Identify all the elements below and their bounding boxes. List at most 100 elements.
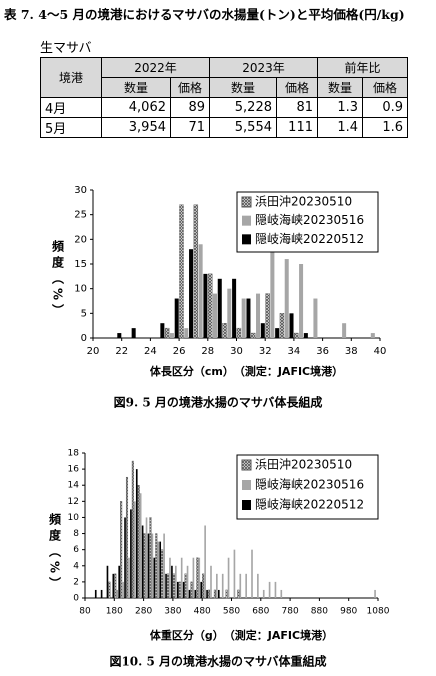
- bar: [171, 565, 173, 598]
- bar: [182, 581, 185, 598]
- row: 5月 3,954 71 5,554 111 1.4 1.6: [40, 117, 408, 138]
- cell: 1.6: [362, 117, 408, 138]
- bar: [155, 533, 158, 599]
- y-tick-label: 15: [74, 259, 87, 270]
- y-tick-label: 0: [81, 333, 87, 344]
- bar: [169, 557, 171, 598]
- bar: [198, 244, 203, 338]
- subheader-cell: 価格: [362, 77, 408, 98]
- bar: [190, 581, 193, 599]
- bar: [174, 298, 179, 338]
- x-tick-label: 580: [223, 607, 240, 617]
- bar: [124, 517, 126, 598]
- bar: [210, 565, 212, 598]
- bar: [299, 264, 304, 338]
- bar: [186, 565, 189, 598]
- bar: [213, 589, 216, 599]
- bar: [122, 581, 124, 598]
- bar: [227, 557, 230, 598]
- bar: [284, 259, 289, 338]
- x-tick-label: 1080: [367, 607, 390, 617]
- x-tick-label: 40: [374, 346, 387, 357]
- cell: 5,554: [209, 117, 277, 138]
- bar: [268, 581, 271, 598]
- bar: [262, 589, 265, 598]
- bar: [189, 249, 194, 338]
- bar: [257, 573, 259, 598]
- subheader-cell: 数量: [209, 77, 277, 98]
- bar: [374, 589, 376, 598]
- bar: [236, 327, 242, 339]
- x-tick-label: 880: [311, 607, 328, 617]
- legend-label: 浜田沖20230510: [255, 458, 352, 472]
- cell: 3,954: [101, 117, 171, 138]
- bar: [169, 333, 174, 338]
- legend-swatch: [242, 234, 251, 245]
- y-axis-label: 頻度（%）: [48, 512, 62, 593]
- bar: [135, 469, 138, 598]
- bar: [125, 476, 129, 599]
- table-label: 生マサバ: [40, 41, 92, 56]
- bar: [251, 332, 256, 339]
- bar: [237, 589, 240, 599]
- bar: [198, 557, 201, 598]
- legend-box: [236, 191, 379, 253]
- x-tick-label: 980: [340, 607, 357, 617]
- bar: [241, 298, 246, 338]
- legend-box: [236, 454, 379, 520]
- bar: [145, 517, 148, 598]
- legend-label: 隠岐海峡20220512: [255, 497, 364, 512]
- table-title: 表 7. 4～5 月の境港におけるマサバの水揚量(トン)と平均価格(円/kg): [4, 7, 405, 22]
- bar: [239, 573, 242, 598]
- bar: [137, 485, 140, 599]
- bar: [139, 493, 142, 598]
- y-tick-label: 10: [68, 513, 80, 523]
- data-table: 境港 2022年 2023年 前年比 数量 価格 数量 価格 数量 価格 4月 …: [40, 57, 408, 138]
- x-tick-label: 24: [144, 346, 157, 357]
- bar: [175, 565, 177, 598]
- bar: [193, 204, 199, 339]
- bar: [225, 589, 228, 599]
- bar: [114, 573, 117, 599]
- bar: [106, 565, 109, 598]
- legend-swatch: [241, 196, 252, 208]
- x-tick-label: 28: [201, 346, 214, 357]
- bar: [180, 557, 183, 598]
- header-cell: 前年比: [317, 57, 408, 78]
- bar: [227, 288, 232, 338]
- bar: [184, 328, 189, 338]
- bar: [153, 557, 156, 598]
- y-tick-label: 30: [74, 185, 87, 196]
- bar: [206, 589, 208, 598]
- x-tick-label: 34: [288, 346, 301, 357]
- bar: [275, 328, 280, 338]
- bar: [166, 573, 170, 599]
- bar: [232, 278, 237, 338]
- legend-swatch: [242, 500, 251, 510]
- x-tick-label: 380: [164, 607, 181, 617]
- subheader-cell: 数量: [317, 77, 363, 98]
- x-tick-label: 30: [230, 346, 243, 357]
- x-tick-label: 32: [259, 346, 272, 357]
- y-tick-label: 4: [73, 561, 79, 571]
- cell: 1.4: [317, 117, 363, 138]
- bar: [265, 293, 270, 339]
- cell: 111: [276, 117, 318, 138]
- bar: [270, 249, 275, 338]
- bar: [212, 293, 217, 338]
- x-tick-label: 180: [106, 607, 123, 617]
- bar: [313, 298, 318, 338]
- bar: [112, 573, 115, 598]
- cell: 89: [170, 97, 210, 118]
- y-tick-label: 25: [74, 210, 87, 221]
- y-tick-label: 5: [81, 308, 87, 319]
- bar: [194, 589, 197, 598]
- bar: [245, 573, 247, 598]
- x-axis-label: 体長区分（cm） （測定：JAFIC境港）: [150, 364, 343, 378]
- x-tick-label: 680: [252, 607, 269, 617]
- bar: [342, 323, 347, 338]
- bar: [151, 533, 154, 598]
- bar: [274, 581, 277, 598]
- legend-swatch: [242, 480, 251, 490]
- bar: [147, 533, 150, 598]
